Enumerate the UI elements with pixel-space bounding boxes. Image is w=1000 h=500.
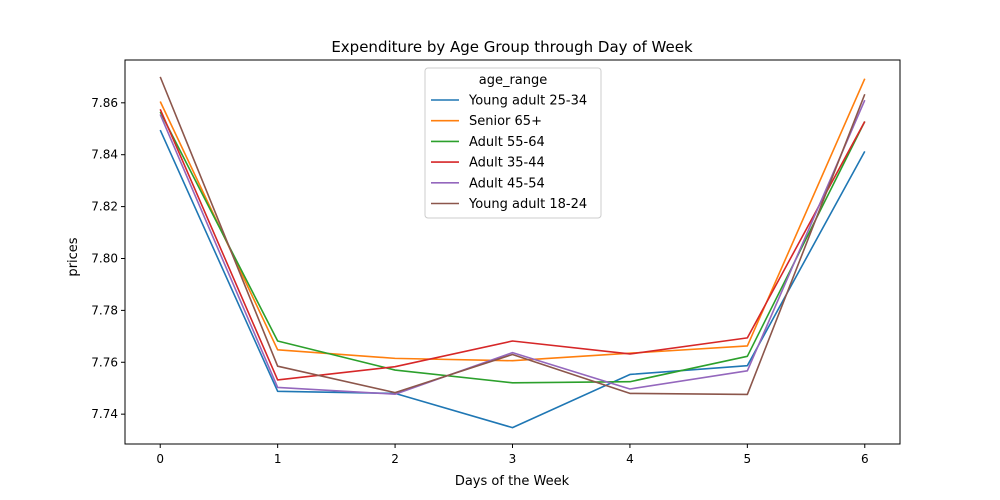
x-tick-label: 6 — [861, 452, 869, 466]
y-tick-label: 7.80 — [91, 251, 118, 265]
legend-entry: Senior 65+ — [469, 114, 542, 129]
series-line-adult-45-54 — [159, 99, 866, 395]
legend-entry: Adult 35-44 — [469, 156, 545, 171]
legend: age_range Young adult 25-34 Senior 65+ Adul… — [424, 67, 602, 219]
y-tick-label: 7.82 — [91, 200, 118, 214]
y-tick-label: 7.74 — [91, 407, 118, 421]
legend-entry: Adult 55-64 — [469, 135, 545, 150]
legend-entry: Young adult 18-24 — [468, 197, 587, 212]
x-tick-label: 5 — [744, 452, 752, 466]
y-tick-label: 7.84 — [91, 148, 118, 162]
x-tick-label: 3 — [509, 452, 517, 466]
y-axis-label: prices — [66, 237, 81, 276]
chart-title: Expenditure by Age Group through Day of … — [331, 38, 693, 56]
x-tick-label: 2 — [391, 452, 399, 466]
legend-entry: Adult 45-54 — [469, 176, 545, 191]
series-line-adult-35-44 — [159, 108, 866, 381]
legend-box — [424, 67, 602, 219]
x-axis-label: Days of the Week — [455, 474, 570, 489]
legend-title: age_range — [479, 73, 548, 88]
y-tick-label: 7.86 — [91, 96, 118, 110]
series-line-adult-55-64 — [159, 111, 866, 384]
series-line-senior-65- — [159, 78, 866, 362]
legend-entry: Young adult 25-34 — [468, 94, 587, 109]
x-tick-label: 1 — [274, 452, 282, 466]
x-tick-label: 0 — [156, 452, 164, 466]
y-tick-label: 7.76 — [91, 355, 118, 369]
series-line-young-adult-25-34 — [159, 129, 866, 429]
y-tick-label: 7.78 — [91, 303, 118, 317]
series-line-young-adult-18-24 — [159, 76, 866, 396]
x-tick-label: 4 — [626, 452, 634, 466]
